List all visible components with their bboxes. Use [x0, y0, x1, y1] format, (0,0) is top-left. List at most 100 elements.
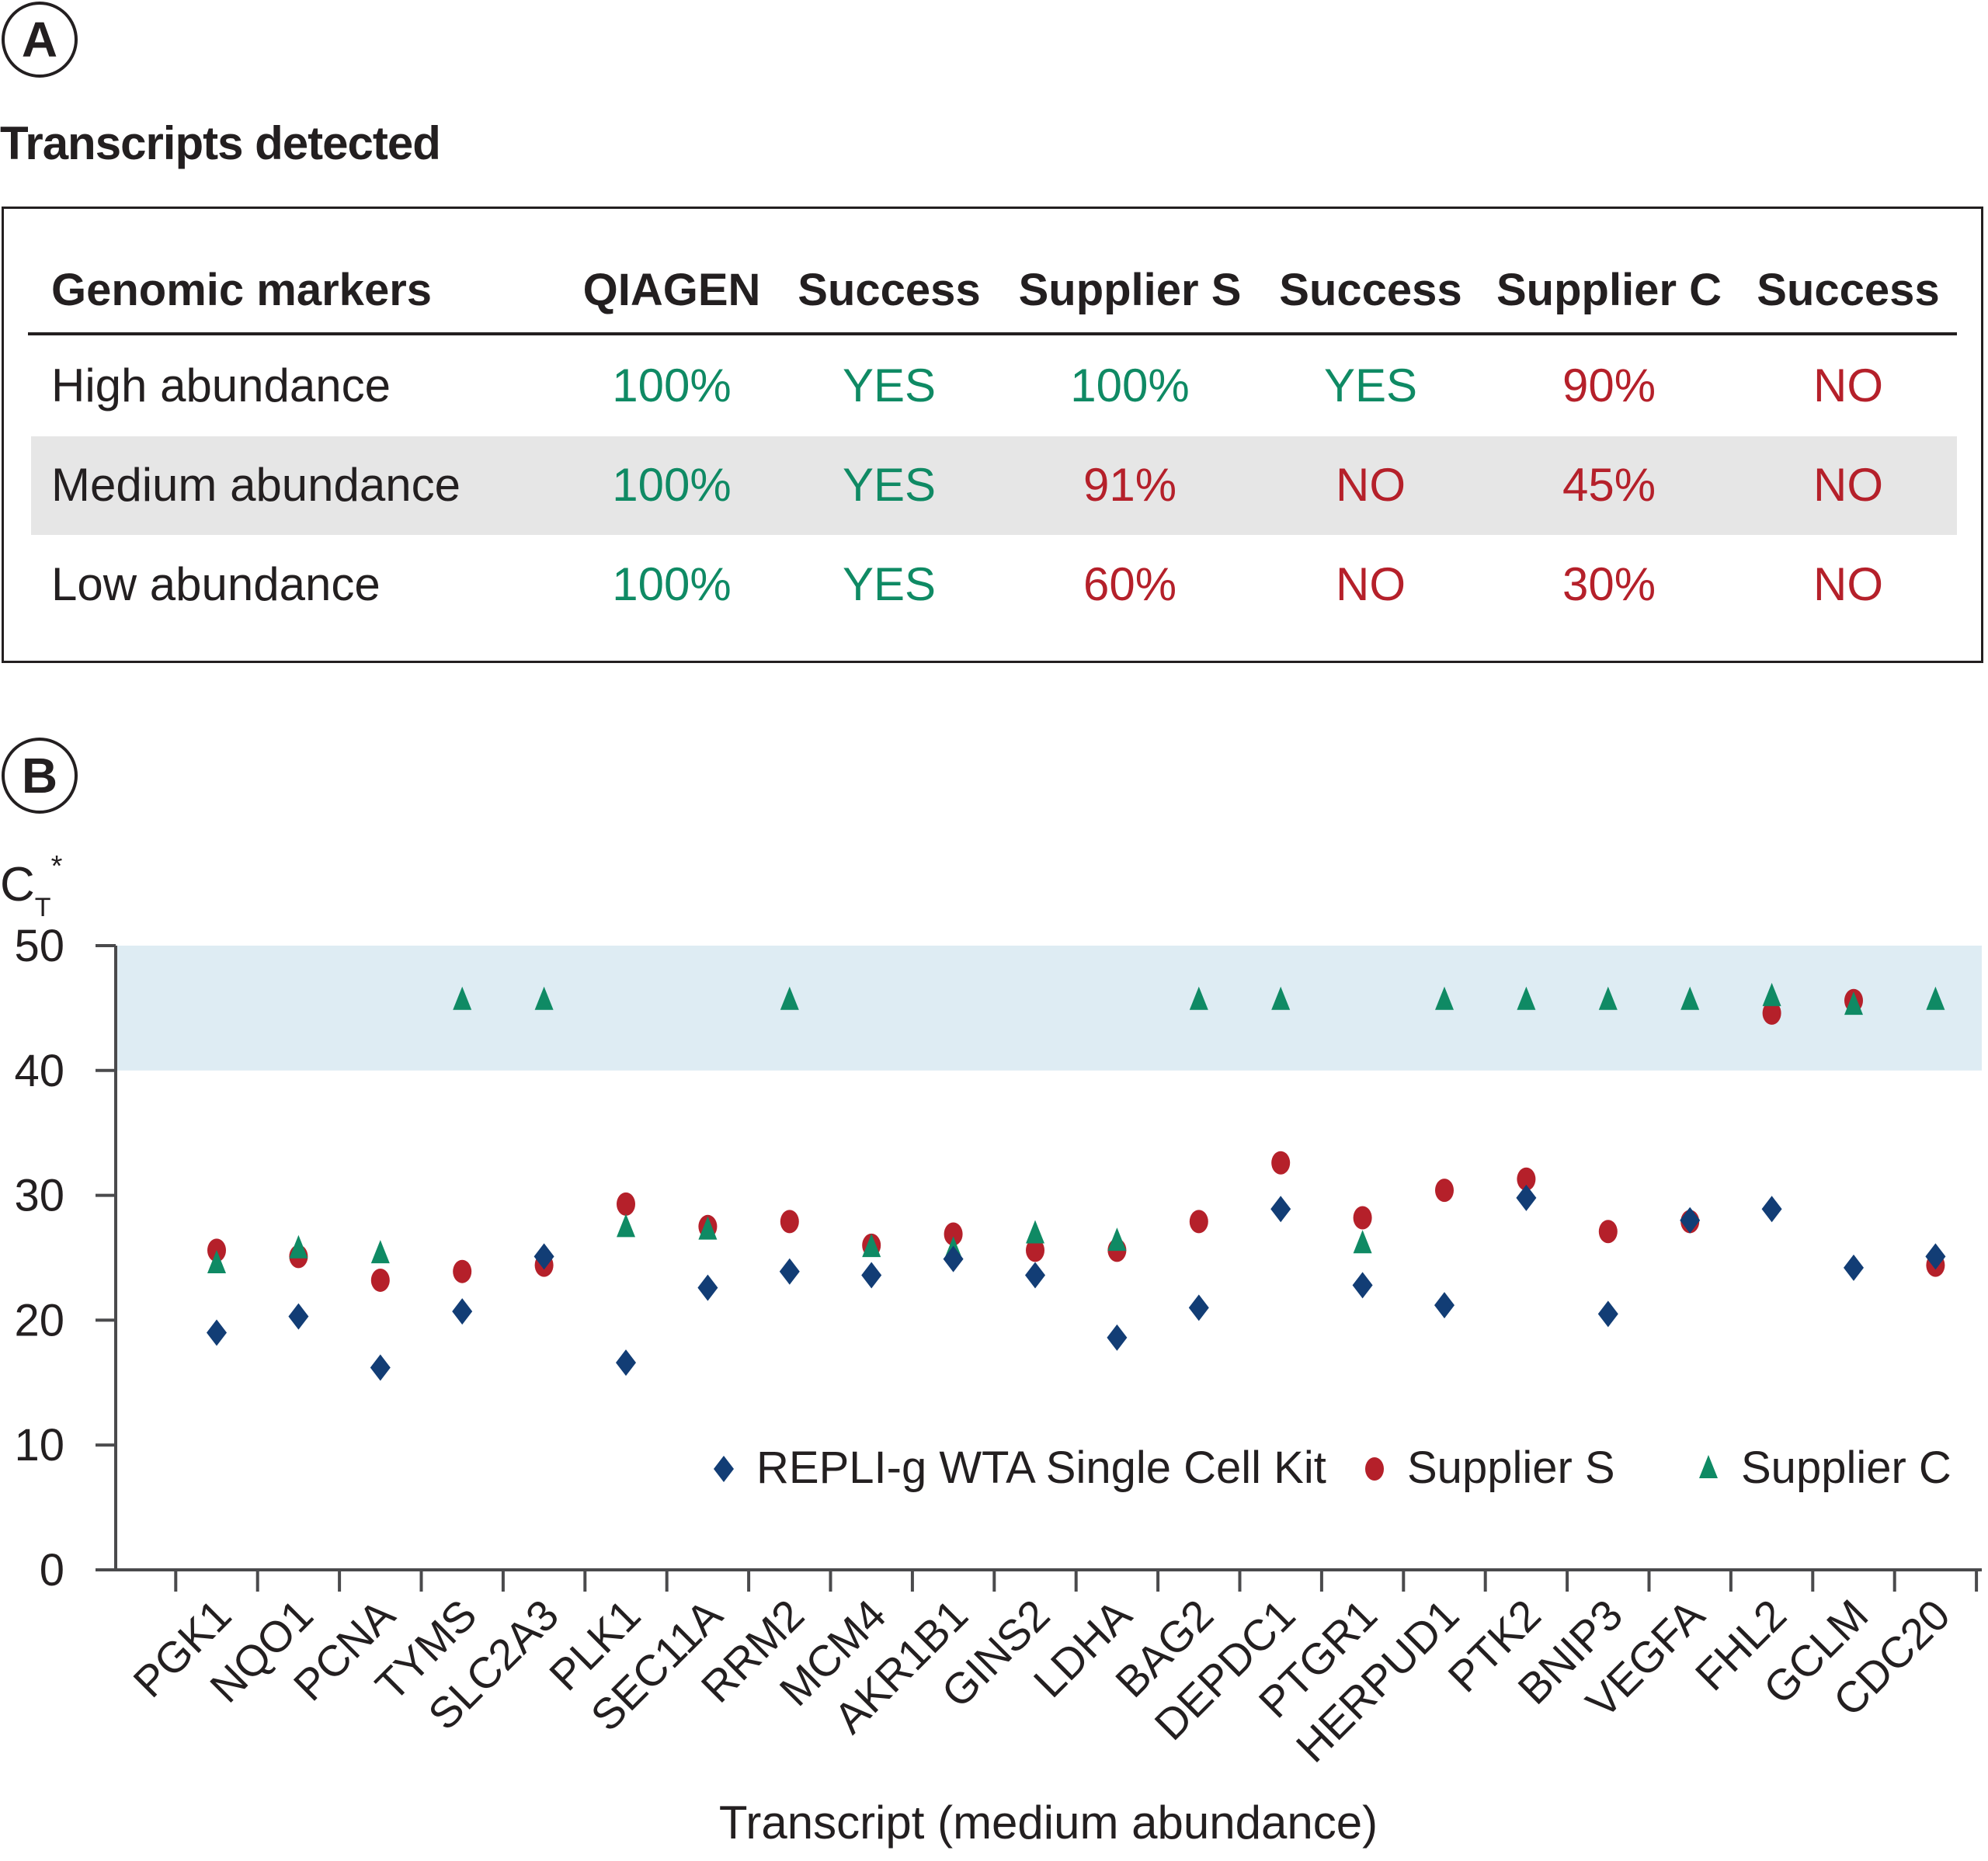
- data-point-circle: [370, 1268, 390, 1292]
- y-tick-label: 20: [14, 1295, 64, 1345]
- table-cell: 90%: [1562, 359, 1656, 411]
- table-header-1: QIAGEN: [582, 265, 761, 315]
- header-divider: [28, 332, 1957, 335]
- data-point-diamond: [207, 1319, 227, 1346]
- table-header-6: Success: [1757, 265, 1940, 315]
- data-point-diamond: [1025, 1262, 1045, 1289]
- data-point-diamond: [1107, 1324, 1128, 1351]
- data-point-diamond: [1844, 1254, 1864, 1281]
- data-point-triangle: [534, 986, 554, 1010]
- data-point-diamond: [779, 1258, 800, 1285]
- y-tick-label: 50: [14, 921, 64, 971]
- data-point-circle: [780, 1210, 799, 1234]
- legend-marker-diamond: [714, 1456, 734, 1482]
- data-point-circle: [944, 1222, 963, 1246]
- data-point-triangle: [1680, 986, 1700, 1010]
- y-tick-label: 40: [14, 1046, 64, 1096]
- table-cell: 100%: [612, 558, 732, 610]
- data-point-circle: [617, 1192, 635, 1216]
- detection-table: [2, 207, 1983, 663]
- data-point-triangle: [207, 1250, 226, 1274]
- row-label: High abundance: [51, 359, 391, 411]
- table-cell: NO: [1813, 459, 1883, 511]
- table-cell: NO: [1336, 558, 1406, 610]
- y-axis-label-sub: T: [35, 893, 51, 922]
- data-point-diamond: [697, 1274, 718, 1301]
- data-point-triangle: [1107, 1227, 1127, 1252]
- x-axis-label: Transcript (medium abundance): [719, 1797, 1378, 1849]
- data-point-triangle: [780, 986, 799, 1010]
- table-header-5: Supplier C: [1496, 265, 1722, 315]
- legend-marker-triangle: [1699, 1455, 1718, 1478]
- data-point-circle: [1353, 1206, 1372, 1230]
- data-point-diamond: [943, 1245, 964, 1272]
- series-diamond: [207, 1184, 1946, 1381]
- data-point-diamond: [1761, 1196, 1782, 1223]
- data-point-diamond: [1434, 1292, 1455, 1319]
- table-cell: YES: [842, 558, 937, 610]
- y-axis-label-main: C: [0, 858, 35, 911]
- data-point-triangle: [698, 1216, 718, 1240]
- data-point-circle: [1435, 1179, 1454, 1203]
- data-point-triangle: [1762, 982, 1781, 1006]
- threshold-band: [116, 946, 1982, 1071]
- data-point-diamond: [370, 1354, 391, 1381]
- data-point-circle: [453, 1259, 472, 1283]
- data-point-diamond: [1680, 1207, 1701, 1234]
- data-point-circle: [1517, 1167, 1536, 1191]
- data-point-triangle: [1517, 986, 1536, 1010]
- row-label: Low abundance: [51, 558, 381, 610]
- data-point-triangle: [1926, 986, 1945, 1010]
- y-axis-label: CT*: [0, 850, 63, 922]
- data-point-triangle: [1844, 991, 1863, 1016]
- data-point-triangle: [1353, 1230, 1372, 1254]
- panel-b-badge: B: [2, 738, 78, 814]
- row-label: Medium abundance: [51, 459, 461, 511]
- data-point-triangle: [1598, 986, 1618, 1010]
- table-cell: 100%: [1070, 359, 1190, 411]
- table-header-0: Genomic markers: [51, 265, 433, 315]
- table-title: Transcripts detected: [0, 117, 441, 169]
- data-point-diamond: [861, 1262, 882, 1289]
- table-cell: 100%: [612, 459, 732, 511]
- table-cell: YES: [1323, 359, 1418, 411]
- data-point-triangle: [1271, 986, 1291, 1010]
- table-cell: NO: [1336, 459, 1406, 511]
- data-point-diamond: [452, 1298, 473, 1325]
- series-triangle: [207, 982, 1945, 1274]
- y-tick-label: 0: [40, 1545, 64, 1595]
- legend-label: REPLI-g WTA Single Cell Kit: [756, 1443, 1326, 1493]
- legend-label: Supplier C: [1741, 1443, 1952, 1493]
- data-point-triangle: [862, 1234, 881, 1258]
- data-point-triangle: [1435, 986, 1454, 1010]
- data-point-triangle: [617, 1213, 635, 1238]
- y-axis-label-sup: *: [51, 850, 63, 883]
- legend-marker-circle: [1365, 1457, 1384, 1481]
- data-point-diamond: [1516, 1184, 1537, 1211]
- data-point-circle: [1189, 1210, 1208, 1234]
- table-cell: YES: [842, 459, 937, 511]
- legend: REPLI-g WTA Single Cell Kit Supplier S Sup…: [714, 1443, 1952, 1493]
- data-point-diamond: [1188, 1294, 1209, 1321]
- y-tick-label: 30: [14, 1171, 64, 1221]
- data-point-triangle: [289, 1234, 308, 1259]
- data-point-triangle: [453, 986, 472, 1010]
- data-point-diamond: [1352, 1272, 1373, 1299]
- data-point-diamond: [1270, 1196, 1291, 1223]
- data-point-circle: [1598, 1220, 1618, 1244]
- data-point-circle: [1271, 1151, 1291, 1175]
- table-cell: 45%: [1562, 459, 1656, 511]
- data-point-circle: [1026, 1238, 1044, 1262]
- data-point-diamond: [533, 1243, 554, 1270]
- data-point-triangle: [1026, 1220, 1044, 1244]
- data-point-triangle: [1189, 986, 1208, 1010]
- legend-label: Supplier S: [1407, 1443, 1615, 1493]
- panel-a-badge: A: [2, 2, 78, 78]
- data-point-diamond: [616, 1349, 636, 1377]
- table-header-3: Supplier S: [1018, 265, 1242, 315]
- table-cell: NO: [1813, 359, 1883, 411]
- table-header-4: Success: [1279, 265, 1462, 315]
- data-point-diamond: [1597, 1300, 1618, 1328]
- data-point-diamond: [288, 1303, 309, 1330]
- data-point-triangle: [370, 1240, 390, 1264]
